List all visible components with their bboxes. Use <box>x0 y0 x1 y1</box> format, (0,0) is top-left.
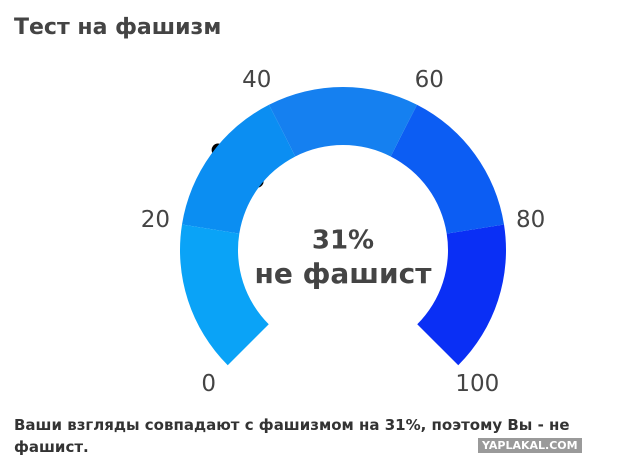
tick-label: 20 <box>141 207 170 233</box>
gauge-band <box>182 104 296 234</box>
gauge-band <box>417 224 506 366</box>
footer-text: Ваши взгляды совпадают с фашизмом на 31%… <box>14 416 570 456</box>
tick-label: 60 <box>415 67 444 93</box>
tick-label: 80 <box>516 207 545 233</box>
chart-title: Тест на фашизм <box>14 15 221 40</box>
watermark: YAPLAKAL.COM <box>478 438 582 453</box>
chart: Тест на фашизм 100 80 60 40 20 0 31% не фашист <box>14 15 545 397</box>
gauge-band <box>268 86 418 157</box>
gauge-band <box>390 104 504 234</box>
tick-label: 0 <box>201 371 216 397</box>
gauge-band <box>180 224 269 366</box>
value-label: 31% <box>312 226 374 256</box>
tick-label: 100 <box>455 371 499 397</box>
annotation: не фашист <box>255 257 433 290</box>
tick-label: 40 <box>242 67 271 93</box>
